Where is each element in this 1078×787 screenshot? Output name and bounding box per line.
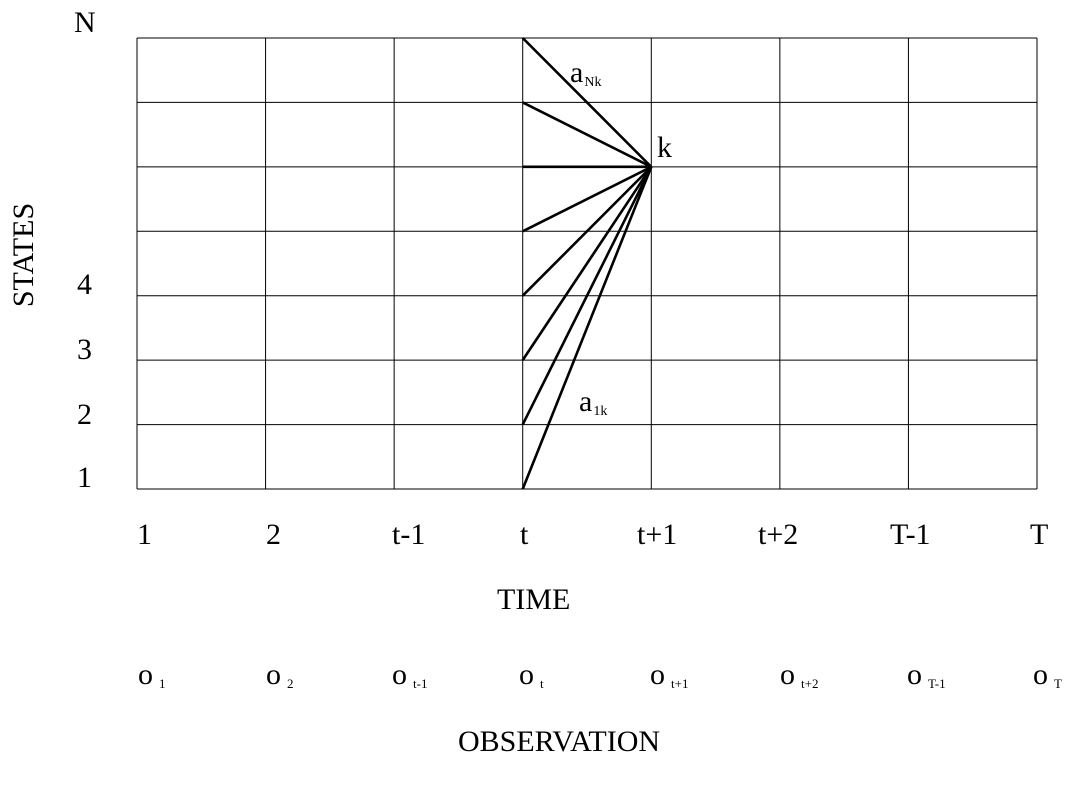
time-label-2: 2	[266, 518, 281, 551]
time-label-t-minus-1-upper: T-1	[890, 518, 931, 551]
transition-coef-a-nk: aNk	[570, 56, 602, 90]
observation-o-t-minus-1-upper: o T-1	[907, 658, 946, 691]
time-label-1: 1	[137, 518, 152, 551]
time-label-t-upper: T	[1030, 518, 1049, 551]
state-label-3: 3	[77, 333, 92, 366]
observation-o-t-plus-1: o t+1	[650, 658, 689, 691]
time-label-t-plus-1: t+1	[637, 518, 678, 551]
time-label-t: t	[520, 518, 529, 551]
transition-arc	[521, 37, 653, 168]
transition-coef-a-1k: a1k	[579, 385, 608, 419]
transition-arc	[521, 166, 653, 426]
transition-arc	[521, 166, 653, 361]
time-label-t-plus-2: t+2	[758, 518, 799, 551]
transition-arc	[521, 166, 653, 490]
transition-arc	[522, 101, 652, 169]
time-axis-label: TIME	[497, 583, 571, 616]
state-label-1: 1	[77, 461, 92, 494]
observation-o-t-minus-1: o t-1	[392, 658, 428, 691]
transition-arc	[521, 165, 653, 297]
transition-arc	[522, 165, 652, 233]
observation-o-t-plus-2: o t+2	[780, 658, 819, 691]
state-label-n: N	[74, 6, 96, 39]
states-axis-label: STATES	[7, 202, 41, 308]
observation-axis-label: OBSERVATION	[458, 725, 661, 758]
state-label-4: 4	[77, 268, 92, 301]
transition-arcs	[521, 37, 653, 490]
state-label-2: 2	[77, 398, 92, 431]
target-state-k: k	[657, 131, 672, 164]
time-label-t-minus-1: t-1	[392, 518, 426, 551]
